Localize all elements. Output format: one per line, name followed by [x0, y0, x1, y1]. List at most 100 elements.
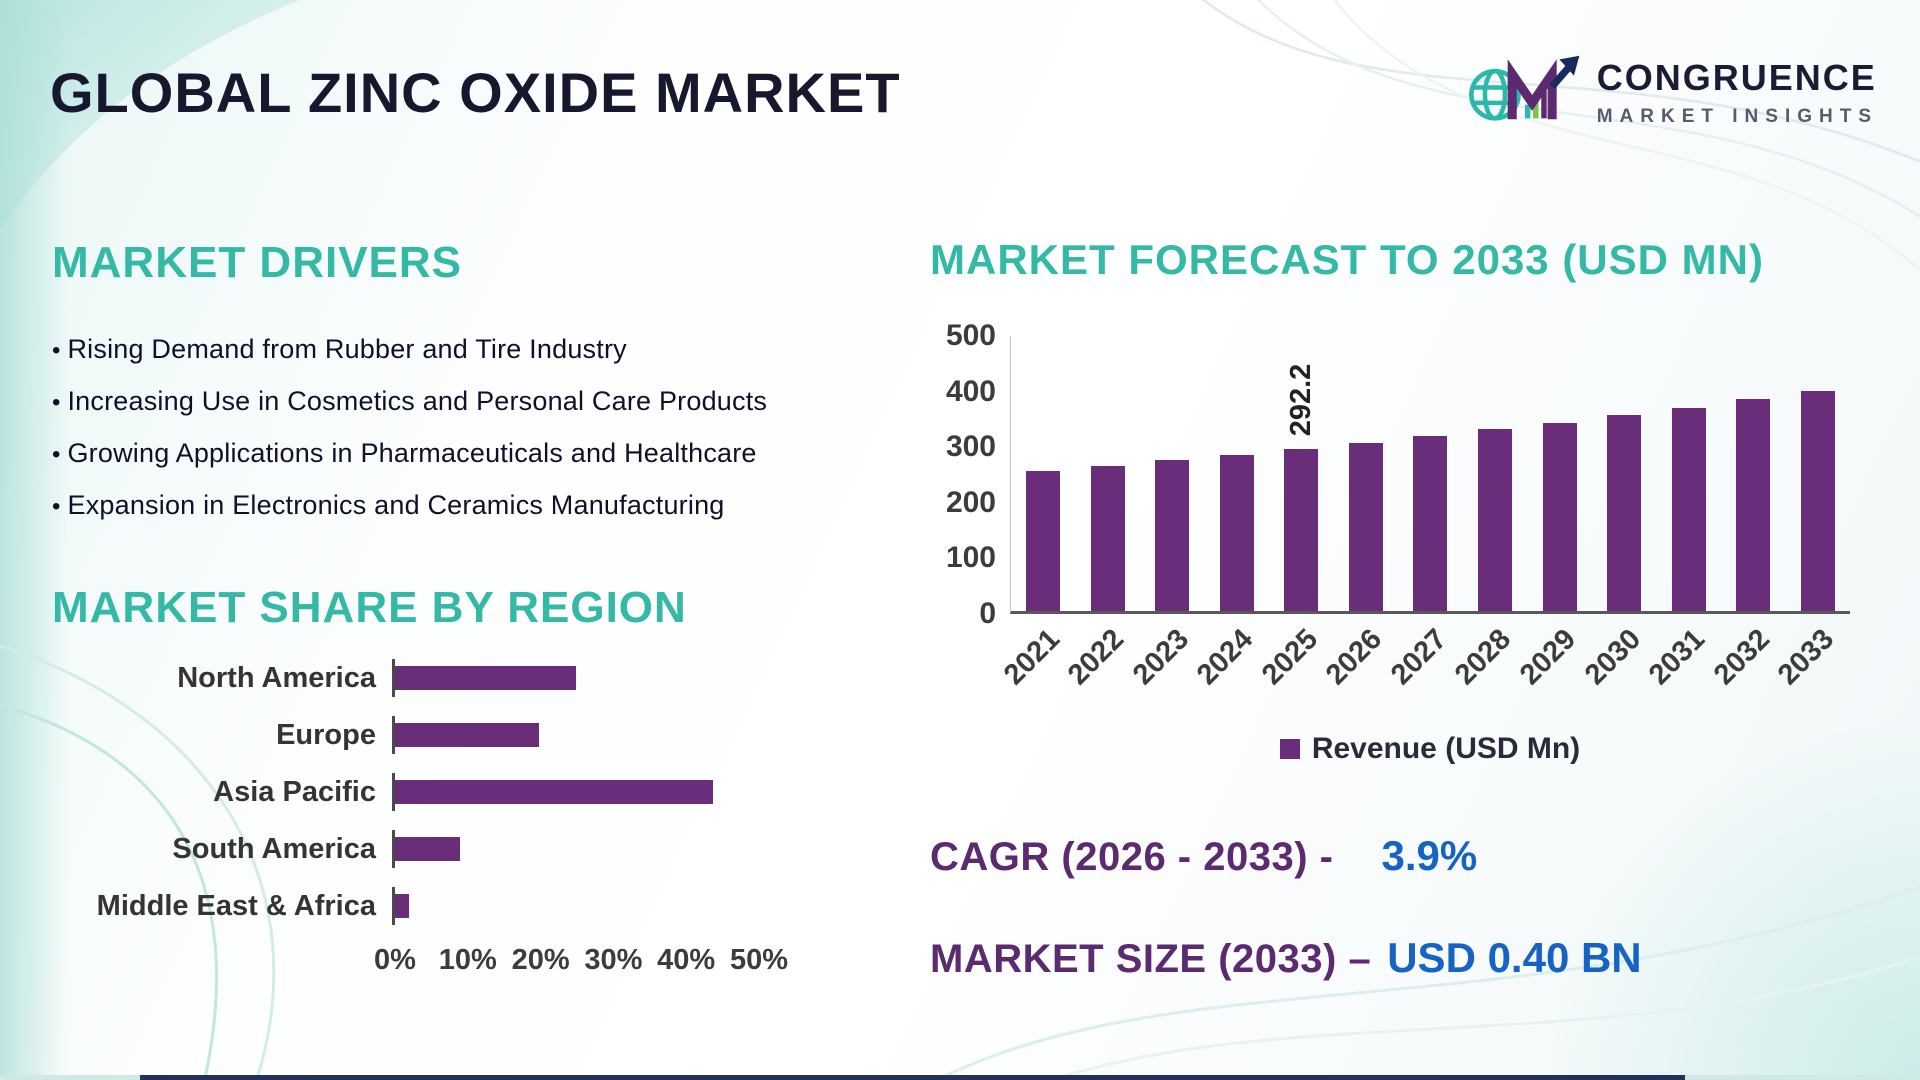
x-axis-label: 2022 — [1062, 623, 1131, 692]
x-axis-label: 2032 — [1707, 623, 1776, 692]
brand-logo: CONGRUENCE MARKET INSIGHTS — [1465, 44, 1878, 140]
forecast-bar-column: 2021 — [998, 336, 1076, 691]
x-axis-label: 2023 — [1126, 623, 1195, 692]
region-bar — [395, 894, 410, 918]
x-axis-label: 2029 — [1513, 623, 1583, 692]
y-axis-tick: 500 — [945, 319, 996, 352]
data-label: 292.2 — [1285, 363, 1318, 436]
forecast-bar-column: 2031 — [1643, 336, 1721, 691]
bottom-strip — [0, 1075, 1920, 1080]
region-label: Europe — [276, 718, 376, 751]
forecast-bar — [1219, 454, 1254, 611]
forecast-bar — [1477, 429, 1512, 611]
region-bar-track — [392, 659, 756, 697]
forecast-bar-column: 2033 — [1772, 336, 1850, 691]
forecast-bar-column: 2027 — [1385, 336, 1463, 691]
market-share-rows: North America Europe Asia Pacific South Ame… — [52, 659, 902, 925]
cagr-line: CAGR (2026 - 2033) - 3.9% — [930, 832, 1850, 880]
market-drivers-list: Rising Demand from Rubber and Tire Indus… — [52, 334, 902, 521]
region-row: Middle East & Africa — [52, 887, 902, 925]
market-share-heading: MARKET SHARE BY REGION — [52, 583, 687, 632]
forecast-bar-column: 2025 292.2 — [1256, 336, 1334, 691]
forecast-bar — [1736, 399, 1771, 611]
x-axis-tick: 0% — [374, 944, 416, 976]
forecast-bar — [1090, 465, 1125, 611]
logo-mark-icon — [1468, 55, 1580, 121]
brand-name: CONGRUENCE MARKET INSIGHTS — [1597, 57, 1878, 128]
forecast-bar-column: 2030 — [1578, 336, 1657, 691]
cagr-value: 3.9% — [1381, 832, 1478, 879]
region-bar-track — [392, 830, 756, 868]
market-size-line: MARKET SIZE (2033) – USD 0.40 BN — [930, 934, 1850, 982]
x-axis-label: 2028 — [1449, 623, 1518, 692]
region-bar-track — [392, 716, 756, 754]
x-axis-tick: 40% — [657, 944, 716, 976]
driver-item: Growing Applications in Pharmaceuticals … — [52, 438, 902, 469]
y-axis-tick: 200 — [945, 485, 996, 519]
region-bar — [395, 666, 576, 690]
region-row: North America — [52, 659, 902, 697]
legend-label: Revenue (USD Mn) — [1311, 732, 1581, 765]
page-title: GLOBAL ZINC OXIDE MARKET — [50, 61, 901, 124]
forecast-plot: 2021 2022 2023 2024 2025 292.2 2026 2027 2028 202… — [998, 336, 1850, 691]
market-drivers-heading: MARKET DRIVERS — [52, 238, 463, 287]
forecast-bar-column: 2026 — [1320, 336, 1399, 691]
y-axis-tick: 100 — [945, 541, 996, 575]
x-axis-tick: 30% — [584, 944, 643, 976]
x-axis-label: 2024 — [1191, 623, 1260, 692]
market-size-label: MARKET SIZE (2033) – — [930, 937, 1372, 981]
legend-swatch — [1279, 739, 1300, 759]
region-label: South America — [172, 832, 376, 865]
forecast-bar-column: 2028 — [1449, 336, 1528, 691]
driver-item: Expansion in Electronics and Ceramics Ma… — [52, 490, 902, 521]
x-axis-tick: 10% — [438, 944, 497, 976]
region-label: North America — [177, 661, 376, 694]
driver-item: Rising Demand from Rubber and Tire Indus… — [52, 334, 902, 365]
forecast-bar-column: 2022 — [1062, 336, 1141, 691]
region-bar-track — [392, 773, 756, 811]
x-axis-label: 2033 — [1772, 623, 1841, 692]
forecast-bar — [1026, 470, 1061, 611]
forecast-bar-column: 2023 — [1127, 336, 1205, 691]
forecast-bar — [1413, 435, 1448, 611]
region-row: Europe — [52, 716, 902, 754]
forecast-bar — [1155, 460, 1190, 611]
market-size-value: USD 0.40 BN — [1387, 934, 1642, 981]
region-row: South America — [52, 830, 902, 868]
y-axis-tick: 300 — [945, 430, 996, 464]
forecast-bar — [1542, 422, 1577, 611]
x-axis-label: 2031 — [1642, 623, 1712, 692]
x-axis-label: 2026 — [1320, 623, 1389, 692]
forecast-bar — [1284, 448, 1319, 611]
forecast-heading: MARKET FORECAST TO 2033 (USD MN) — [930, 236, 1764, 283]
region-bar — [395, 723, 540, 747]
cagr-label: CAGR (2026 - 2033) - — [930, 835, 1334, 879]
region-bar-track — [392, 887, 756, 925]
y-axis-tick: 0 — [979, 597, 996, 630]
x-axis-label: 2025 — [1255, 623, 1325, 692]
region-label: Asia Pacific — [213, 775, 376, 808]
x-axis-tick: 20% — [511, 944, 570, 976]
x-axis-label: 2027 — [1384, 623, 1454, 692]
region-bar — [395, 837, 460, 861]
brand-line1: CONGRUENCE — [1596, 56, 1877, 98]
market-share-chart: North America Europe Asia Pacific South Ame… — [52, 659, 902, 984]
region-label: Middle East & Africa — [96, 889, 376, 922]
region-row: Asia Pacific — [52, 773, 902, 811]
forecast-y-axis: 0 100 200 300 400 500 — [930, 319, 1010, 630]
forecast-bar — [1607, 415, 1642, 611]
forecast-bar — [1671, 408, 1706, 611]
driver-item: Increasing Use in Cosmetics and Personal… — [52, 386, 902, 417]
forecast-bar — [1800, 390, 1835, 611]
left-column: MARKET DRIVERS Rising Demand from Rubber… — [52, 238, 902, 984]
x-axis-label: 2021 — [997, 623, 1066, 692]
forecast-legend: Revenue (USD Mn) — [1010, 732, 1850, 766]
right-column: MARKET FORECAST TO 2033 (USD MN) 0 100 200… — [930, 236, 1850, 982]
forecast-bar — [1348, 442, 1383, 611]
bottom-strip-dark — [140, 1075, 1685, 1080]
forecast-bar-column: 2024 — [1191, 336, 1270, 691]
forecast-chart: 0 100 200 300 400 500 2021 2022 2023 2024 2025 292… — [930, 319, 1850, 691]
region-bar — [395, 780, 713, 804]
